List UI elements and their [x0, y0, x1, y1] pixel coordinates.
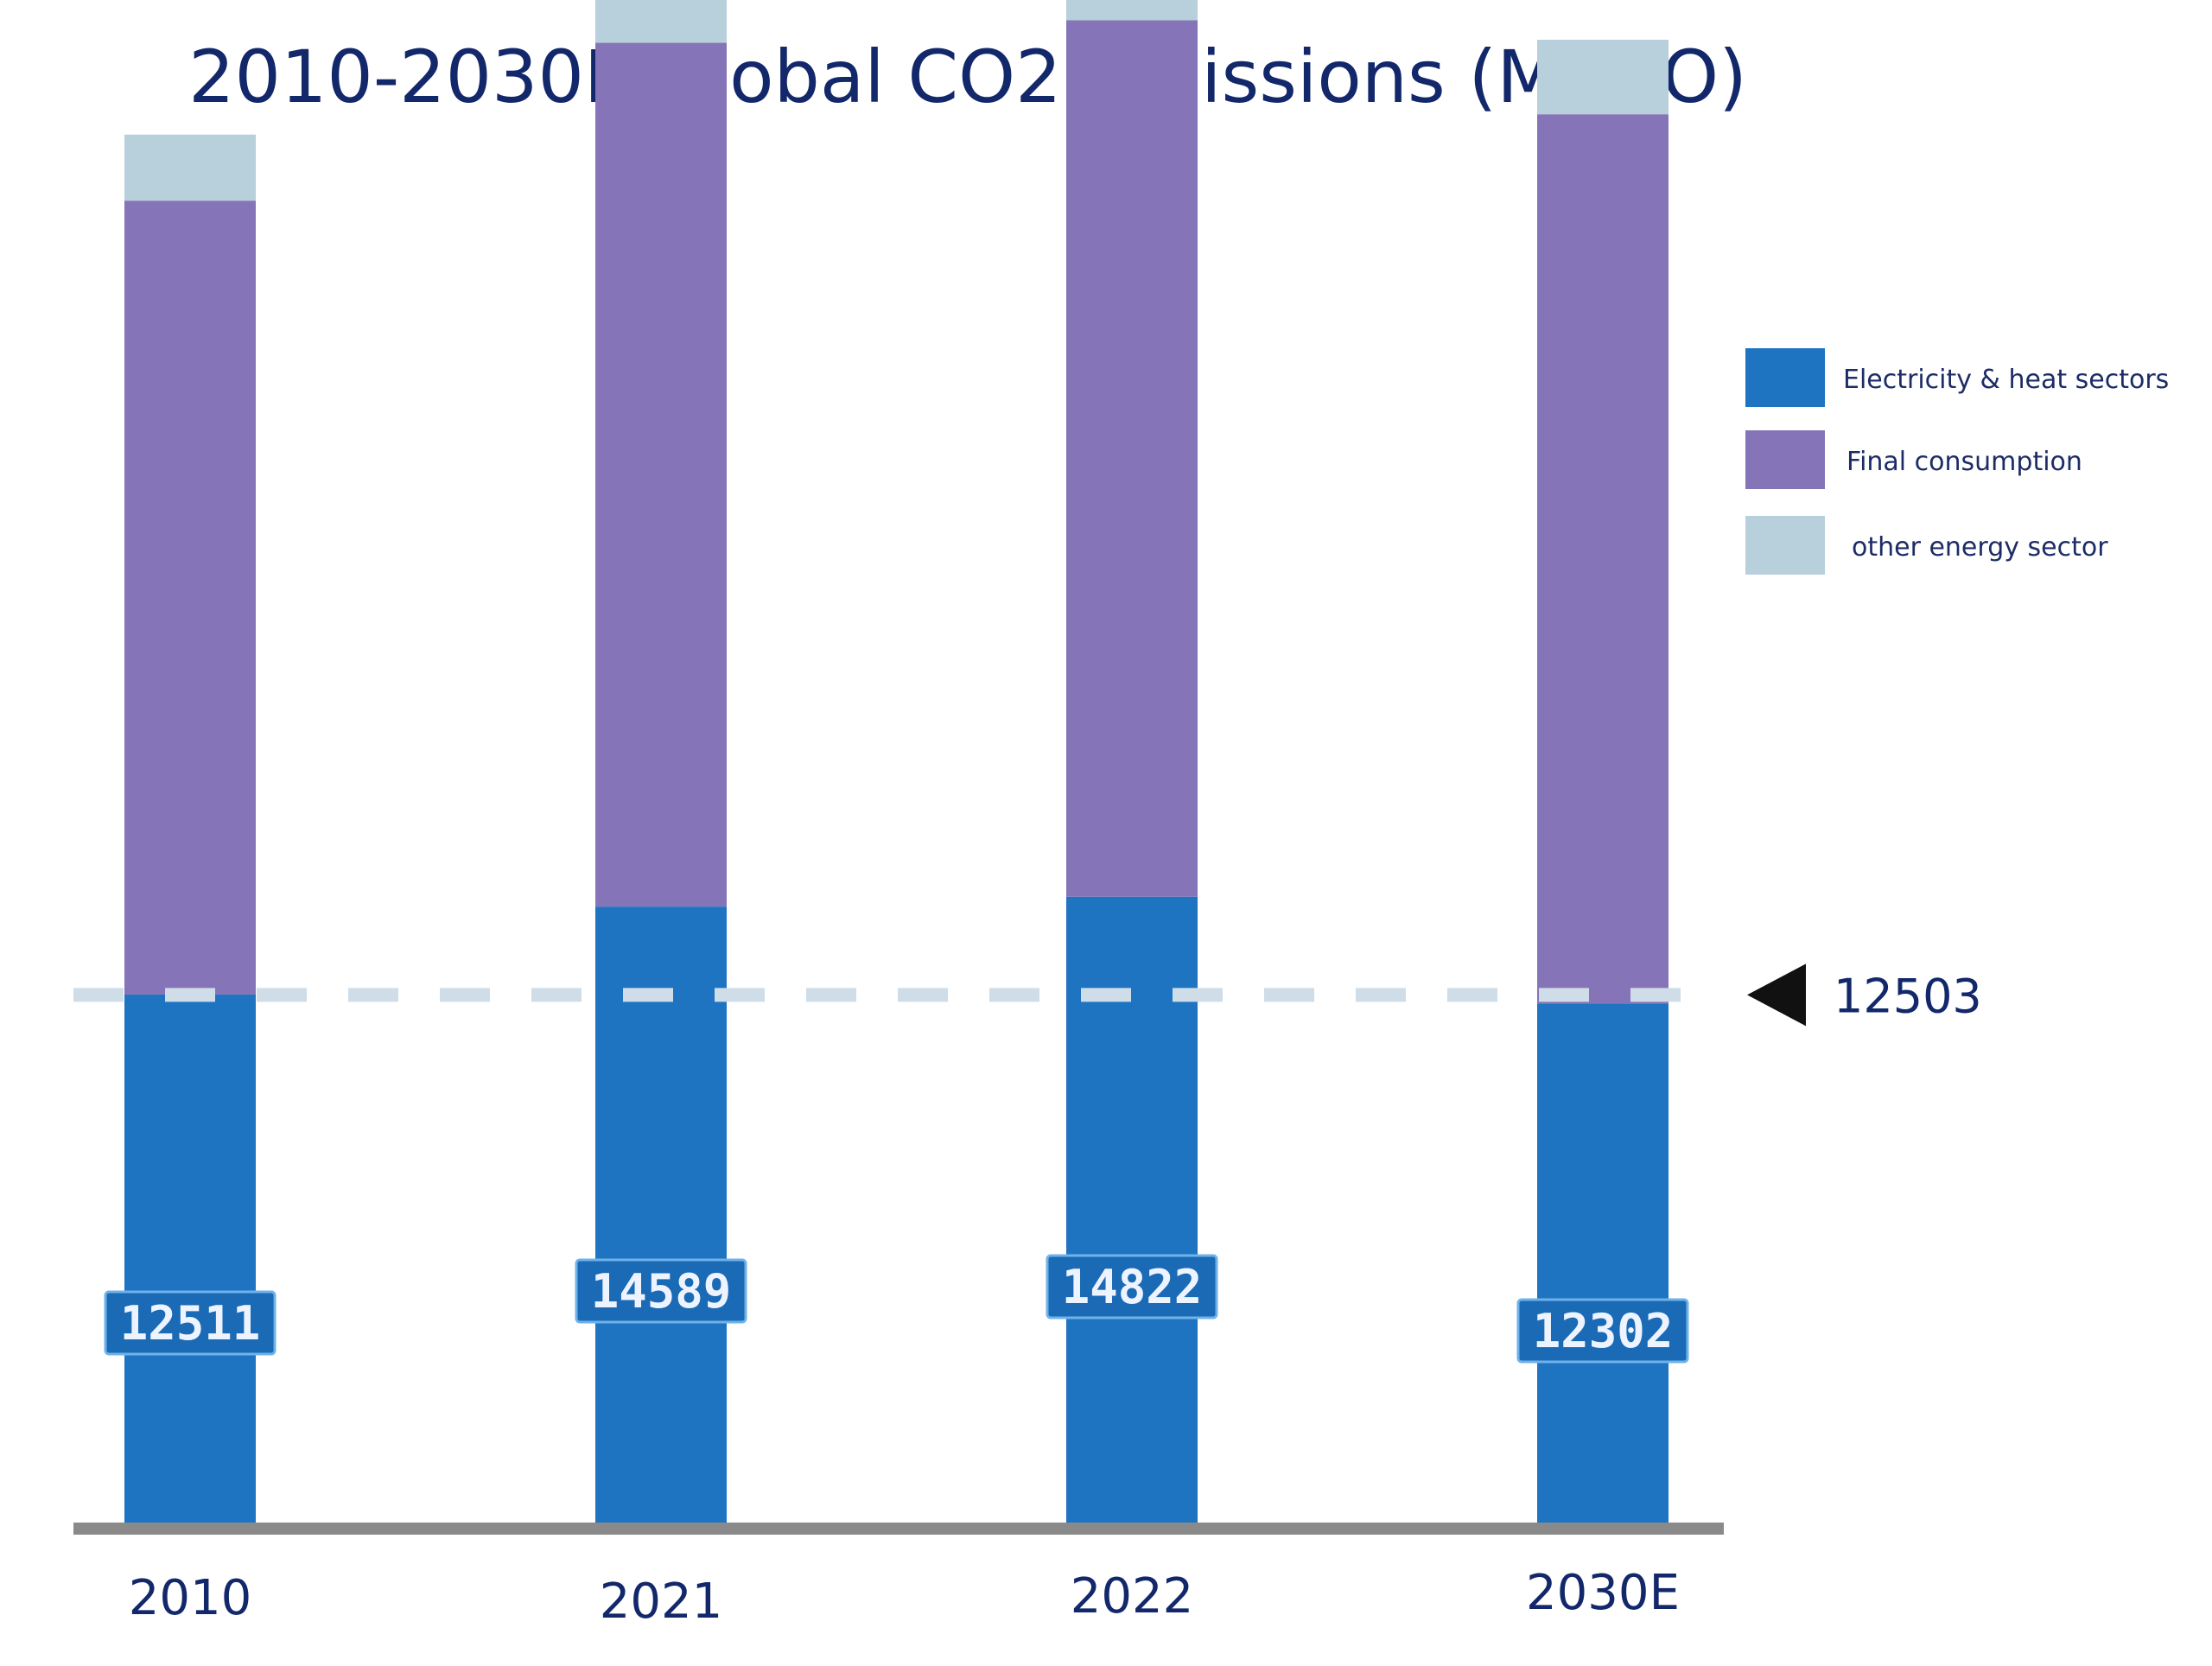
chart-title: 2010-2030E Global CO2 Emissions (Mt CO) — [188, 35, 1747, 119]
data-label-box-2010 — [104, 1290, 276, 1356]
reference-line-label: 12503 — [1834, 969, 1982, 1023]
bar-2010-series-1 — [124, 200, 256, 995]
data-label-box-2021 — [575, 1258, 747, 1324]
x-tick-label-2030E: 2030E — [1526, 1565, 1680, 1621]
legend-label-0: Electricity & heat sectors — [1843, 365, 2169, 395]
data-label-2030E: 12302 — [1533, 1304, 1674, 1358]
bar-2022-series-2 — [1066, 0, 1198, 21]
reference-line-layer: 12503 — [73, 963, 1982, 1027]
bar-2022-series-1 — [1066, 20, 1198, 897]
data-label-box-2022 — [1046, 1254, 1218, 1319]
x-tick-label-2010: 2010 — [129, 1570, 252, 1626]
bar-2021-series-1 — [595, 42, 727, 907]
reference-arrow-icon — [1747, 963, 1806, 1027]
data-label-box-2030E — [1516, 1298, 1689, 1364]
x-tick-label-2022: 2022 — [1071, 1568, 1194, 1625]
legend-label-2: other energy sector — [1852, 532, 2108, 563]
legend-swatch-0 — [1745, 348, 1825, 407]
bar-2030E-series-1 — [1537, 114, 1669, 1004]
bar-2030E-series-2 — [1537, 39, 1669, 115]
bar-2021-series-2 — [595, 0, 727, 43]
legend-swatch-2 — [1745, 516, 1825, 575]
data-labels-layer: 12511 14589 14822 12302 — [104, 1254, 1689, 1364]
legend: Electricity & heat sectors Final consumpt… — [1745, 348, 2169, 575]
bar-2010-series-2 — [124, 134, 256, 201]
x-tick-label-2021: 2021 — [600, 1574, 723, 1630]
data-label-2021: 14589 — [591, 1264, 732, 1319]
bar-2021-series-0 — [595, 906, 727, 1524]
bars-layer — [124, 0, 1669, 1524]
x-tick-labels-layer: 2010 2021 2022 2030E — [129, 1565, 1680, 1630]
data-label-2010: 12511 — [120, 1296, 261, 1351]
legend-label-1: Final consumption — [1847, 447, 2082, 477]
bar-2010-series-0 — [124, 994, 256, 1524]
bar-2030E-series-0 — [1537, 1003, 1669, 1524]
x-axis-baseline — [73, 1523, 1724, 1535]
legend-swatch-1 — [1745, 430, 1825, 489]
data-label-2022: 14822 — [1062, 1260, 1203, 1314]
